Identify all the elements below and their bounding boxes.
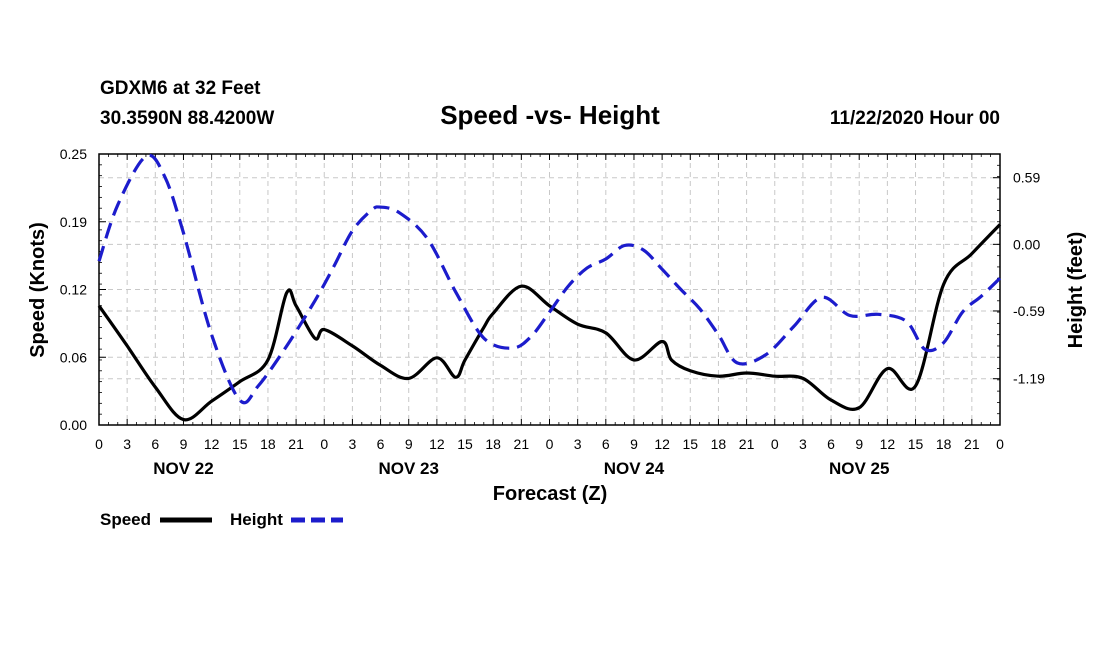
series-line-height (97, 153, 1002, 405)
day-label: NOV 25 (829, 459, 889, 478)
legend-height-label: Height (230, 510, 283, 529)
x-tick-label: 0 (546, 436, 554, 452)
right-y-tick-label: -0.59 (1013, 303, 1045, 319)
x-tick-label: 6 (827, 436, 835, 452)
right-y-axis-title: Height (feet) (1065, 232, 1087, 349)
x-tick-label: 3 (799, 436, 807, 452)
x-tick-label: 15 (908, 436, 924, 452)
x-tick-label: 6 (602, 436, 610, 452)
left-y-tick-label: 0.06 (60, 349, 87, 365)
right-y-axis: 0.59 0.00 -0.59 -1.19 (993, 153, 1045, 415)
x-tick-label: 9 (630, 436, 638, 452)
location-label: 30.3590N 88.4200W (100, 108, 274, 129)
datetime-label: 11/22/2020 Hour 00 (830, 108, 1000, 129)
x-tick-label: 6 (377, 436, 385, 452)
left-y-tick-label: 0.19 (60, 214, 87, 230)
legend: Speed Height (100, 510, 343, 529)
x-tick-label: 6 (151, 436, 159, 452)
station-label: GDXM6 at 32 Feet (100, 78, 261, 99)
left-y-tick-label: 0.00 (60, 417, 87, 433)
x-tick-label: 18 (936, 436, 952, 452)
x-tick-label: 9 (405, 436, 413, 452)
x-tick-label: 21 (288, 436, 304, 452)
series-line-speed (97, 223, 1002, 422)
day-labels: NOV 22 NOV 23 NOV 24 NOV 25 (153, 459, 889, 478)
day-label: NOV 23 (378, 459, 438, 478)
x-tick-label: 12 (654, 436, 670, 452)
x-tick-label: 0 (996, 436, 1004, 452)
x-tick-label: 15 (232, 436, 248, 452)
series-lines (97, 153, 1002, 422)
x-tick-label: 9 (180, 436, 188, 452)
x-tick-label: 9 (855, 436, 863, 452)
x-tick-label: 15 (457, 436, 473, 452)
chart-title: Speed -vs- Height (440, 100, 660, 130)
left-y-tick-label: 0.25 (60, 146, 87, 162)
left-y-axis: 0.00 0.06 0.12 0.19 0.25 (60, 146, 106, 433)
x-tick-label: 0 (95, 436, 103, 452)
x-tick-label: 0 (320, 436, 328, 452)
x-tick-label: 18 (485, 436, 501, 452)
x-tick-label: 21 (739, 436, 755, 452)
x-tick-label: 12 (880, 436, 896, 452)
left-y-axis-title: Speed (Knots) (27, 222, 49, 358)
x-tick-label: 3 (123, 436, 131, 452)
x-tick-label: 21 (964, 436, 980, 452)
legend-speed-label: Speed (100, 510, 151, 529)
x-tick-label: 18 (711, 436, 727, 452)
x-tick-label: 3 (574, 436, 582, 452)
x-tick-label: 0 (771, 436, 779, 452)
x-tick-label: 12 (204, 436, 220, 452)
day-label: NOV 22 (153, 459, 213, 478)
x-tick-label: 18 (260, 436, 276, 452)
right-y-tick-label: -1.19 (1013, 371, 1045, 387)
x-tick-label: 15 (682, 436, 698, 452)
x-tick-label: 3 (349, 436, 357, 452)
grid-lines (99, 154, 1000, 425)
x-axis: 0 3 6 9 12 15 18 21 0 3 6 9 12 15 18 21 0 3 6 9 12 15 18 21 0 3 6 9… (95, 154, 1004, 452)
left-y-tick-label: 0.12 (60, 282, 87, 298)
x-tick-label: 21 (514, 436, 530, 452)
x-tick-label: 12 (429, 436, 445, 452)
right-y-tick-label: 0.00 (1013, 236, 1040, 252)
day-label: NOV 24 (604, 459, 665, 478)
right-y-tick-label: 0.59 (1013, 170, 1040, 186)
x-axis-title: Forecast (Z) (493, 483, 607, 505)
